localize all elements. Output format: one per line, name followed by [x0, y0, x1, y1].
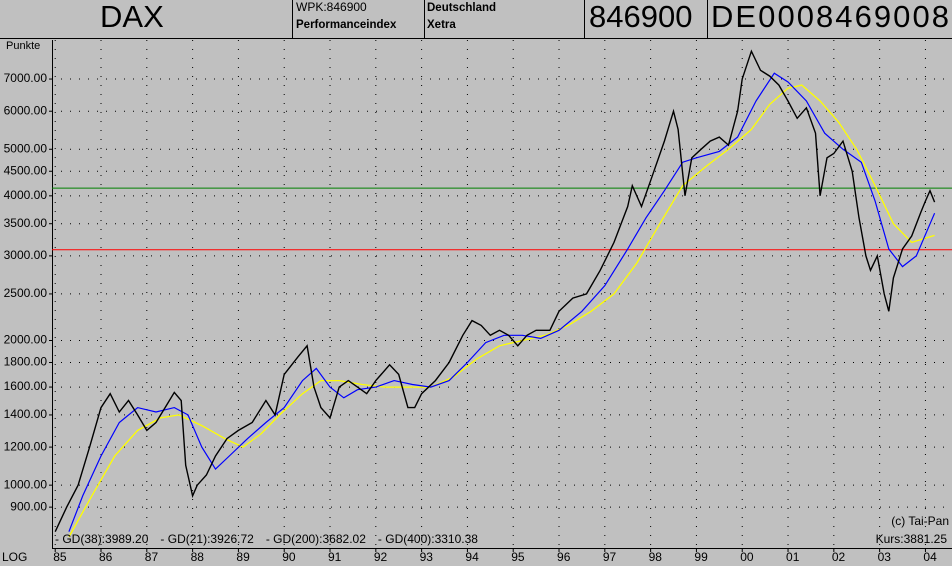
y-tick-label: 1200.00	[4, 439, 48, 453]
y-tick-label: 900.00	[10, 499, 47, 513]
x-tick-label: 97	[603, 550, 617, 564]
header-index: Performanceindex	[296, 19, 397, 31]
x-tick-label: 93	[420, 550, 434, 564]
x-tick-label: 96	[557, 550, 571, 564]
x-tick-label: 02	[832, 550, 846, 564]
series-line	[68, 84, 935, 538]
x-tick-label: 98	[649, 550, 663, 564]
header-exchange: Xetra	[427, 19, 456, 31]
header-title: DAX	[100, 0, 164, 34]
series-line	[54, 49, 936, 532]
y-tick-label: 5000.00	[4, 141, 48, 155]
legend-dash: -	[378, 532, 385, 546]
scale-label: LOG	[2, 550, 27, 564]
header-wkn: 846900	[589, 0, 692, 34]
legend-entry: - GD(200):3682.02	[266, 532, 366, 546]
y-tick-label: 3500.00	[4, 216, 48, 230]
series-line	[68, 72, 936, 532]
x-tick-label: 85	[53, 550, 67, 564]
y-tick-label: 2000.00	[4, 333, 48, 347]
x-tick-label: 00	[740, 550, 754, 564]
y-tick-label: 3000.00	[4, 248, 48, 262]
x-tick-label: 01	[786, 550, 800, 564]
x-tick-label: 86	[99, 550, 113, 564]
legend-dash: -	[55, 532, 62, 546]
x-tick-label: 92	[374, 550, 388, 564]
y-tick-label: 7000.00	[4, 71, 48, 85]
x-tick-label: 94	[465, 550, 479, 564]
last-price: Kurs:3881.25	[876, 532, 948, 546]
x-tick-label: 04	[923, 550, 937, 564]
y-tick-label: 2500.00	[4, 286, 48, 300]
y-tick-label: 1000.00	[4, 477, 48, 491]
x-tick-label: 95	[511, 550, 525, 564]
y-axis-label: Punkte	[6, 40, 40, 52]
legend-label: GD(200):3682.02	[273, 532, 366, 546]
x-tick-label: 89	[236, 550, 250, 564]
x-tick-label: 87	[145, 550, 159, 564]
header-wpk: WPK:846900	[296, 0, 367, 14]
x-tick-label: 03	[878, 550, 892, 564]
x-tick-label: 99	[694, 550, 708, 564]
legend-label: GD(400):3310.38	[385, 532, 478, 546]
legend-entry: - GD(400):3310.38	[378, 532, 478, 546]
legend-entry: - GD(21):3926.72	[160, 532, 254, 546]
x-tick-label: 91	[328, 550, 342, 564]
legend-dash: -	[160, 532, 167, 546]
y-tick-label: 4500.00	[4, 163, 48, 177]
y-tick-label: 6000.00	[4, 103, 48, 117]
y-tick-label: 1800.00	[4, 355, 48, 369]
y-tick-label: 1400.00	[4, 407, 48, 421]
header-country: Deutschland	[427, 2, 496, 14]
legend-label: GD(21):3926.72	[168, 532, 254, 546]
legend-entry: - GD(38):3989.20	[55, 532, 149, 546]
legend-dash: -	[266, 532, 273, 546]
x-tick-label: 88	[191, 550, 205, 564]
y-tick-label: 4000.00	[4, 188, 48, 202]
copyright: (c) Tai-Pan	[891, 514, 949, 528]
legend-label: GD(38):3989.20	[62, 532, 148, 546]
header-isin: DE0008469008	[711, 0, 949, 34]
y-tick-label: 1600.00	[4, 379, 48, 393]
x-tick-label: 90	[282, 550, 296, 564]
